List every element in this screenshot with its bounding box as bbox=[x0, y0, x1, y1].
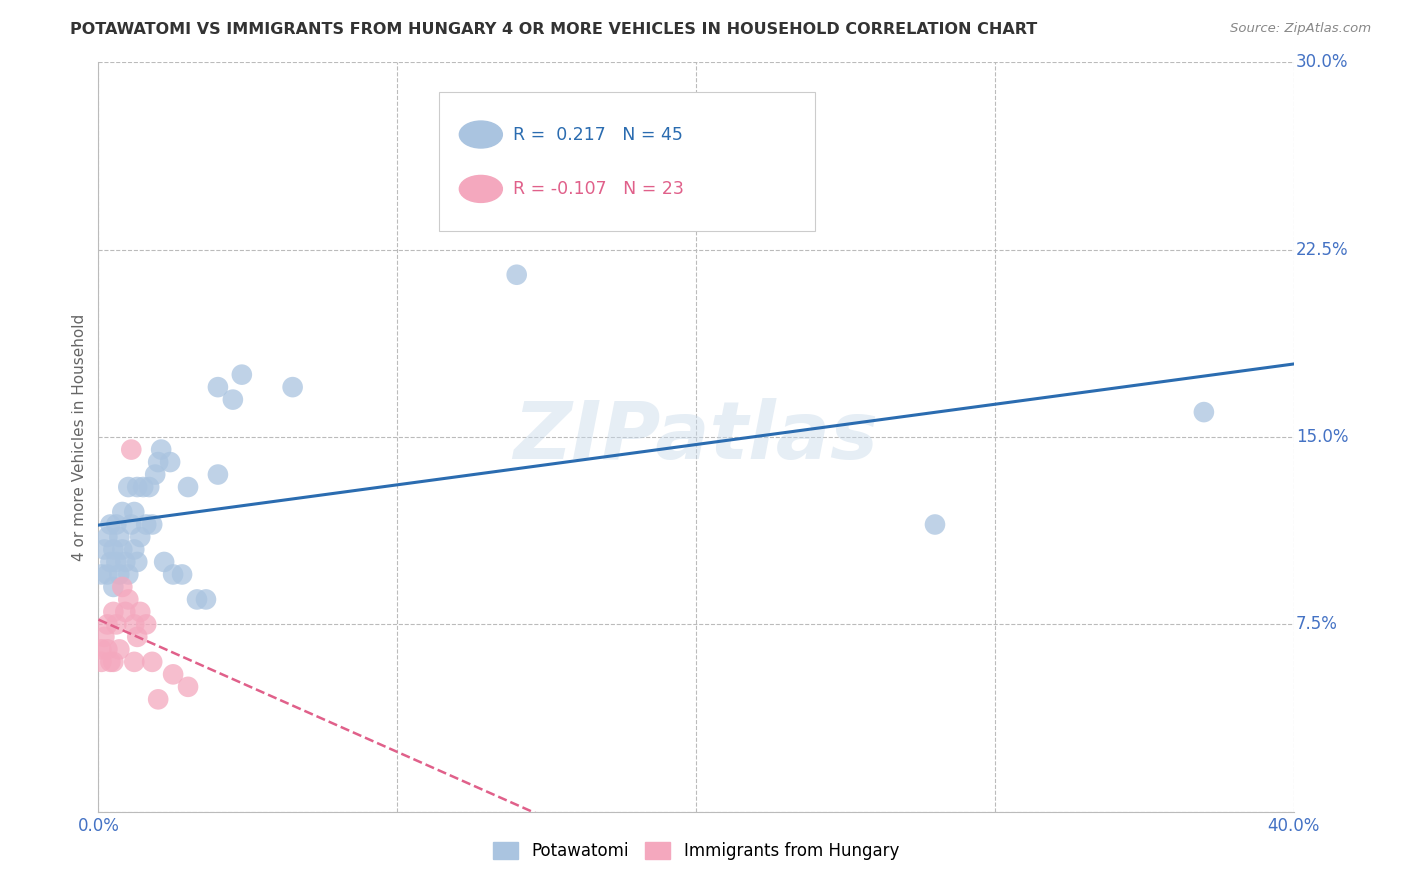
Point bbox=[148, 692, 170, 706]
Point bbox=[96, 642, 118, 657]
Point bbox=[111, 542, 134, 557]
Point bbox=[207, 467, 229, 482]
Point bbox=[96, 617, 118, 632]
Point bbox=[132, 480, 155, 494]
Point bbox=[222, 392, 245, 407]
Point bbox=[150, 442, 173, 457]
Point bbox=[111, 580, 134, 594]
Point bbox=[177, 480, 200, 494]
Point bbox=[108, 642, 131, 657]
Point bbox=[177, 680, 200, 694]
Text: 22.5%: 22.5% bbox=[1296, 241, 1348, 259]
Point bbox=[90, 642, 112, 657]
Point bbox=[111, 505, 134, 519]
Point bbox=[159, 455, 181, 469]
Point bbox=[117, 480, 139, 494]
Legend: Potawatomi, Immigrants from Hungary: Potawatomi, Immigrants from Hungary bbox=[486, 836, 905, 867]
Point bbox=[105, 555, 128, 569]
Point bbox=[124, 505, 146, 519]
Point bbox=[103, 605, 125, 619]
Text: POTAWATOMI VS IMMIGRANTS FROM HUNGARY 4 OR MORE VEHICLES IN HOUSEHOLD CORRELATIO: POTAWATOMI VS IMMIGRANTS FROM HUNGARY 4 … bbox=[70, 22, 1038, 37]
Point bbox=[124, 617, 146, 632]
Point bbox=[117, 567, 139, 582]
Point bbox=[120, 442, 142, 457]
Point bbox=[114, 555, 136, 569]
Point bbox=[162, 667, 184, 681]
Text: R = -0.107   N = 23: R = -0.107 N = 23 bbox=[513, 180, 683, 198]
Point bbox=[506, 268, 529, 282]
Point bbox=[153, 555, 176, 569]
Point bbox=[96, 567, 118, 582]
Point bbox=[148, 455, 170, 469]
FancyBboxPatch shape bbox=[439, 93, 815, 231]
Text: 7.5%: 7.5% bbox=[1296, 615, 1337, 633]
Point bbox=[281, 380, 304, 394]
Point bbox=[98, 517, 122, 532]
Point bbox=[207, 380, 229, 394]
Point bbox=[90, 655, 112, 669]
Point bbox=[96, 530, 118, 544]
Point bbox=[90, 567, 112, 582]
Point bbox=[98, 655, 122, 669]
Point bbox=[195, 592, 218, 607]
Point bbox=[127, 480, 149, 494]
Y-axis label: 4 or more Vehicles in Household: 4 or more Vehicles in Household bbox=[72, 313, 87, 561]
Text: Source: ZipAtlas.com: Source: ZipAtlas.com bbox=[1230, 22, 1371, 36]
Text: 30.0%: 30.0% bbox=[1296, 54, 1348, 71]
Point bbox=[172, 567, 194, 582]
Point bbox=[117, 592, 139, 607]
Point bbox=[143, 467, 166, 482]
Point bbox=[135, 617, 157, 632]
Point bbox=[141, 655, 163, 669]
Point bbox=[127, 555, 149, 569]
Point bbox=[93, 630, 115, 644]
Point bbox=[924, 517, 946, 532]
Circle shape bbox=[460, 176, 502, 202]
Point bbox=[135, 517, 157, 532]
Point bbox=[108, 530, 131, 544]
Text: ZIPatlas: ZIPatlas bbox=[513, 398, 879, 476]
Point bbox=[103, 580, 125, 594]
Point bbox=[93, 542, 115, 557]
Point bbox=[162, 567, 184, 582]
Point bbox=[98, 555, 122, 569]
Point bbox=[127, 630, 149, 644]
Point bbox=[129, 605, 152, 619]
Point bbox=[120, 517, 142, 532]
Point bbox=[138, 480, 160, 494]
Point bbox=[105, 617, 128, 632]
Text: R =  0.217   N = 45: R = 0.217 N = 45 bbox=[513, 126, 683, 144]
Point bbox=[103, 542, 125, 557]
Point bbox=[186, 592, 208, 607]
Point bbox=[129, 530, 152, 544]
Circle shape bbox=[460, 121, 502, 148]
Point bbox=[231, 368, 253, 382]
Point bbox=[105, 517, 128, 532]
Text: 15.0%: 15.0% bbox=[1296, 428, 1348, 446]
Point bbox=[103, 655, 125, 669]
Point bbox=[108, 567, 131, 582]
Point bbox=[114, 605, 136, 619]
Point bbox=[141, 517, 163, 532]
Point bbox=[124, 542, 146, 557]
Point bbox=[1192, 405, 1215, 419]
Point bbox=[124, 655, 146, 669]
